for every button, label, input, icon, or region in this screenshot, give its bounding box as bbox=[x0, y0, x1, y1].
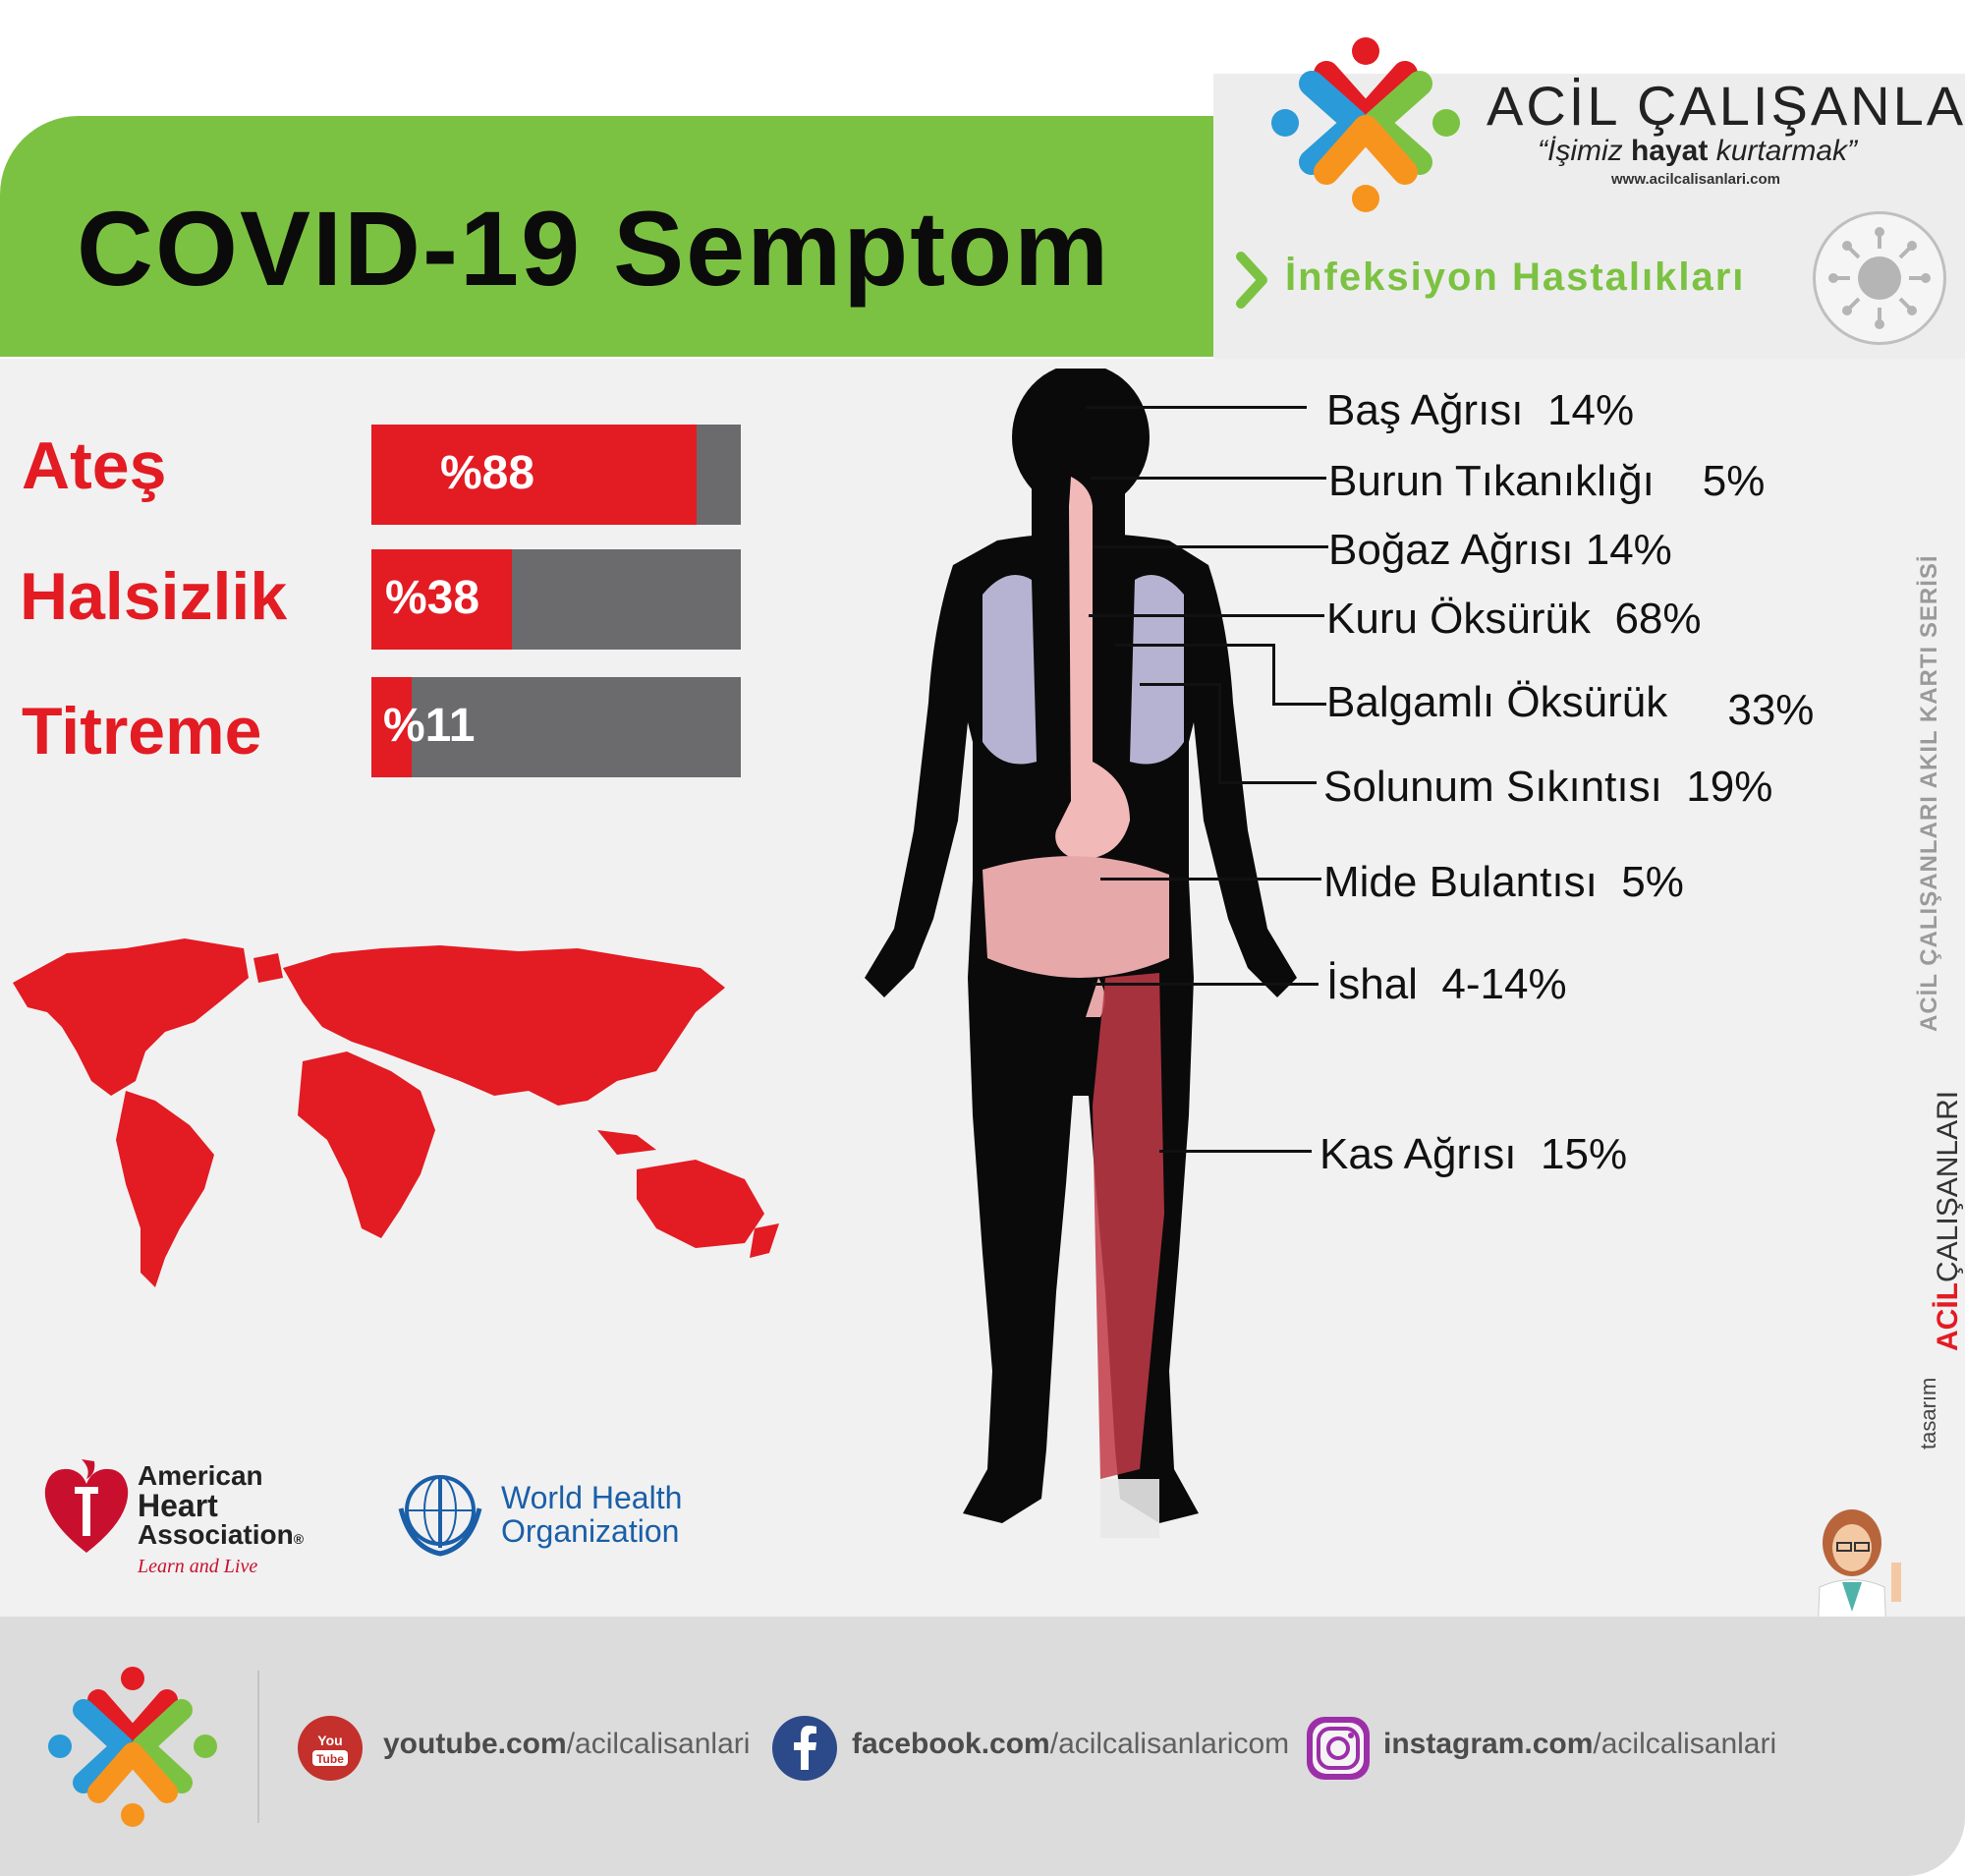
bar-value-chills: %11 bbox=[383, 700, 476, 752]
leader-line-wet-cough bbox=[1115, 644, 1272, 647]
human-body-illustration bbox=[865, 369, 1297, 1538]
bar-chills: %11 bbox=[371, 677, 741, 777]
leader-line-dyspnea-h bbox=[1218, 781, 1317, 784]
design-credit: tasarım bbox=[1916, 1377, 1940, 1450]
title-banner bbox=[0, 116, 1213, 357]
symptom-dry-cough: Kuru Öksürük 68% bbox=[1326, 595, 1702, 643]
svg-text:Tube: Tube bbox=[316, 1752, 344, 1766]
symptom-shortness-of-breath: Solunum Sıkıntısı 19% bbox=[1323, 763, 1773, 811]
leader-line-wet-cough-h bbox=[1272, 703, 1326, 706]
bar-fill-fever bbox=[371, 425, 697, 525]
aha-tagline: Learn and Live bbox=[138, 1556, 258, 1577]
series-label: ACİL ÇALIŞANLARI AKIL KARTI SERİSİ bbox=[1916, 554, 1942, 1032]
bar-value-fatigue: %38 bbox=[385, 572, 480, 624]
symptom-productive-cough: Balgamlı Öksürük 33% bbox=[1326, 678, 1815, 734]
side-brand: ACİLÇALIŞANLARI bbox=[1932, 1090, 1964, 1351]
instagram-icon[interactable] bbox=[1305, 1715, 1372, 1782]
chevron-right-icon bbox=[1236, 252, 1267, 309]
heart-torch-icon bbox=[44, 1459, 129, 1553]
bar-fever: %88 bbox=[371, 425, 741, 525]
footer-logo-icon bbox=[48, 1667, 217, 1827]
virus-icon bbox=[1813, 211, 1946, 345]
facebook-icon[interactable] bbox=[771, 1715, 838, 1782]
who-logo-text: World Health Organization bbox=[501, 1480, 683, 1549]
category-label: İnfeksiyon Hastalıkları bbox=[1285, 256, 1746, 299]
leader-line-nasal bbox=[1091, 477, 1326, 480]
brand-name: ACİL ÇALIŞANLARI bbox=[1487, 75, 1965, 137]
bar-fill-chills bbox=[371, 677, 413, 777]
leader-line-nausea bbox=[1100, 878, 1321, 881]
who-emblem-icon bbox=[398, 1475, 482, 1557]
symptom-sore-throat: Boğaz Ağrısı 14% bbox=[1328, 526, 1672, 574]
symptom-nasal-congestion: Burun Tıkanıklığı 5% bbox=[1328, 457, 1766, 505]
leader-line-headache bbox=[1086, 406, 1307, 409]
leader-line-diarrhea bbox=[1093, 983, 1319, 986]
bar-label-fever: Ateş bbox=[22, 428, 167, 503]
bar-fill-fatigue bbox=[371, 549, 512, 650]
symptom-headache: Baş Ağrısı 14% bbox=[1326, 386, 1635, 434]
leader-line-dyspnea-v bbox=[1218, 683, 1221, 781]
symptom-muscle-pain: Kas Ağrısı 15% bbox=[1319, 1130, 1628, 1178]
leader-line-throat bbox=[1093, 545, 1328, 548]
bar-label-chills: Titreme bbox=[22, 694, 262, 768]
bar-value-fever: %88 bbox=[440, 447, 535, 499]
brand-slogan: “İşimiz hayat kurtarmak” bbox=[1538, 135, 1858, 167]
youtube-link[interactable]: youtube.com/acilcalisanlari bbox=[383, 1728, 751, 1760]
symptom-diarrhea: İshal 4-14% bbox=[1326, 960, 1567, 1008]
brand-url: www.acilcalisanlari.com bbox=[1611, 171, 1781, 188]
symptom-nausea: Mide Bulantısı 5% bbox=[1323, 858, 1684, 906]
leader-line-muscle bbox=[1159, 1150, 1312, 1153]
aha-logo-text: American Heart Association® bbox=[138, 1460, 305, 1550]
svg-text:You: You bbox=[317, 1733, 342, 1748]
instagram-link[interactable]: instagram.com/acilcalisanlari bbox=[1383, 1728, 1777, 1760]
youtube-icon[interactable]: You Tube bbox=[297, 1715, 364, 1782]
leader-line-dry-cough bbox=[1089, 614, 1324, 617]
page-title: COVID-19 Semptom bbox=[77, 189, 1111, 308]
bar-label-fatigue: Halsizlik bbox=[20, 559, 288, 634]
bar-fatigue: %38 bbox=[371, 549, 741, 650]
leader-line-wet-cough-v bbox=[1272, 644, 1275, 703]
leader-line-dyspnea bbox=[1140, 683, 1218, 686]
facebook-link[interactable]: facebook.com/acilcalisanlaricom bbox=[852, 1728, 1290, 1760]
brand-logo-icon bbox=[1271, 37, 1460, 212]
world-map bbox=[13, 938, 779, 1287]
footer-divider bbox=[257, 1671, 259, 1823]
